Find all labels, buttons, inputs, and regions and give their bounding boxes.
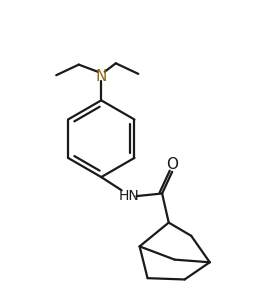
Text: N: N — [95, 69, 107, 84]
Text: HN: HN — [119, 189, 139, 203]
Text: O: O — [166, 157, 178, 172]
